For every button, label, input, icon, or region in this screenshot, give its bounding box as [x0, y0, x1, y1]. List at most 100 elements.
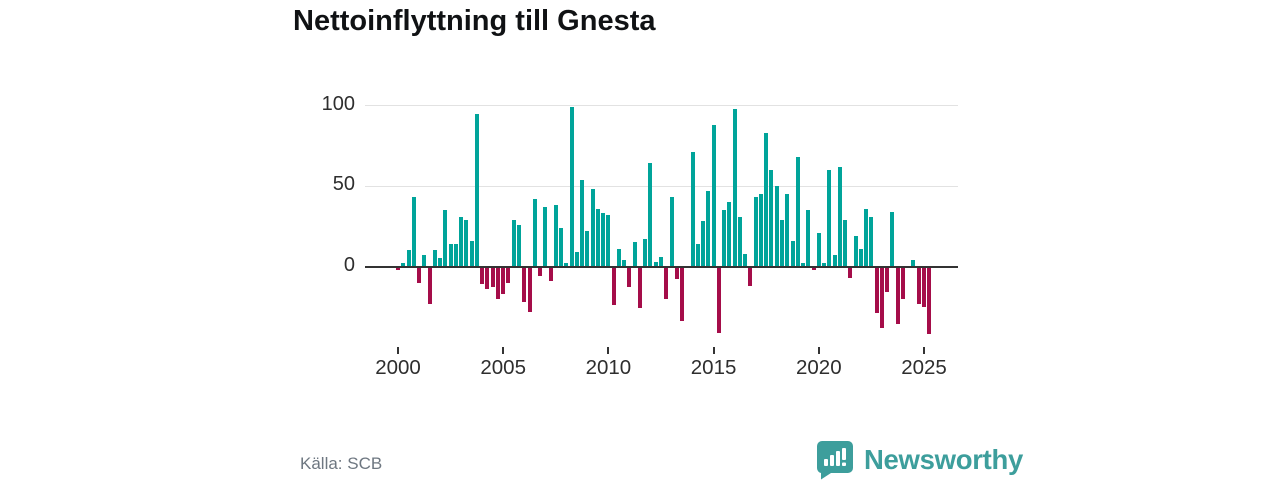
bar-chart-plot-area: 0 50 100 2000 2005 2010 2015 2020 2025 — [322, 93, 958, 379]
bar-quarter-2006q1 — [522, 266, 527, 302]
bar-quarter-2004q1 — [480, 266, 485, 285]
bar-quarter-2017q1 — [753, 197, 758, 267]
bar-quarter-2017q2 — [758, 194, 763, 267]
bar-quarter-2014q2 — [695, 243, 700, 267]
bar-quarter-2005q1 — [501, 266, 506, 294]
bar-quarter-2000q1 — [396, 266, 400, 270]
bar-quarter-2002q3 — [448, 243, 453, 267]
bar-quarter-2003q2 — [464, 219, 469, 267]
chart-title: Nettoinflyttning till Gnesta — [293, 5, 656, 37]
bar-quarter-2013q1 — [669, 197, 674, 267]
y-axis-label-0: 0 — [343, 253, 355, 276]
x-axis-tick-2015 — [712, 347, 715, 354]
x-axis-tick-2010 — [607, 347, 610, 354]
gridline-y-50 — [365, 185, 958, 187]
bar-quarter-2005q2 — [506, 266, 511, 283]
bar-quarter-2009q4 — [601, 213, 606, 267]
bar-quarter-2014q4 — [706, 190, 711, 267]
bar-quarter-2010q4 — [622, 260, 627, 267]
bar-quarter-2000q2 — [401, 263, 406, 267]
bar-quarter-2012q3 — [659, 256, 663, 267]
bar-quarter-2015q1 — [711, 124, 716, 267]
bar-quarter-2011q3 — [637, 266, 642, 309]
bar-quarter-2021q3 — [848, 266, 853, 278]
bar-quarter-2024q4 — [916, 266, 921, 304]
bar-quarter-2004q4 — [495, 266, 500, 299]
bar-quarter-2009q3 — [595, 208, 600, 267]
bar-quarter-2004q2 — [485, 266, 490, 290]
x-axis-label-2025: 2025 — [901, 356, 947, 379]
bar-quarter-2006q2 — [527, 266, 532, 312]
bar-quarter-2017q4 — [769, 169, 774, 267]
source-label: Källa: SCB — [300, 454, 383, 473]
bar-quarter-2018q1 — [774, 186, 779, 267]
bar-quarter-2019q3 — [806, 210, 811, 267]
x-axis-label-2020: 2020 — [795, 356, 842, 379]
bar-quarter-2004q3 — [490, 266, 495, 288]
bar-quarter-2008q2 — [569, 107, 574, 267]
bar-quarter-2016q1 — [732, 108, 737, 267]
bar-quarter-2023q2 — [885, 266, 890, 293]
bar-quarter-2010q2 — [611, 266, 616, 306]
bar-quarter-2018q2 — [779, 219, 784, 267]
newsworthy-logo-icon — [813, 438, 855, 480]
bar-quarter-2012q4 — [664, 266, 669, 299]
x-axis-label-2010: 2010 — [585, 356, 632, 379]
bar-quarter-2015q3 — [722, 210, 727, 267]
bar-quarter-2002q2 — [443, 210, 448, 267]
bar-quarter-2020q4 — [832, 255, 837, 267]
bar-quarter-2010q3 — [616, 248, 621, 267]
bar-quarter-2013q2 — [674, 266, 679, 280]
newsworthy-brand: Newsworthy — [813, 438, 1023, 480]
bar-quarter-2014q3 — [701, 221, 706, 267]
x-axis-label-2005: 2005 — [480, 356, 526, 379]
bar-quarter-2023q3 — [890, 211, 895, 267]
bar-quarter-2008q1 — [564, 263, 569, 267]
bar-quarter-2017q3 — [764, 132, 769, 267]
bar-quarter-2014q1 — [690, 152, 695, 267]
bar-quarter-2016q2 — [737, 216, 742, 267]
bar-quarter-2007q2 — [548, 266, 553, 281]
bar-quarter-2010q1 — [606, 214, 611, 267]
bar-quarter-2023q1 — [879, 266, 884, 328]
bar-quarter-2008q3 — [574, 252, 579, 267]
gridline-y-100 — [365, 105, 958, 106]
bar-quarter-2020q3 — [827, 169, 832, 267]
bar-quarter-2005q3 — [511, 219, 516, 267]
bar-quarter-2018q4 — [790, 240, 795, 267]
bar-quarter-2006q4 — [538, 266, 543, 277]
x-axis-tick-2005 — [502, 347, 505, 354]
x-axis-tick-2025 — [923, 347, 925, 354]
bar-quarter-2011q1 — [627, 266, 632, 288]
bar-quarter-2021q4 — [853, 235, 858, 267]
bar-quarter-2011q4 — [643, 239, 648, 267]
bar-quarter-2011q2 — [632, 242, 637, 267]
bar-quarter-2024q1 — [900, 266, 905, 299]
bar-quarter-2009q2 — [590, 189, 595, 267]
bar-quarter-2002q1 — [438, 258, 443, 267]
bar-quarter-2001q4 — [432, 250, 437, 267]
bar-quarter-2007q1 — [543, 206, 548, 267]
bar-quarter-2007q3 — [553, 205, 558, 267]
bar-quarter-2021q2 — [843, 219, 848, 267]
bar-quarter-2020q1 — [816, 232, 821, 267]
bar-quarter-2008q4 — [580, 179, 585, 267]
bar-quarter-2022q3 — [869, 216, 874, 267]
bar-quarter-2012q2 — [653, 261, 658, 267]
bar-quarter-2016q4 — [748, 266, 753, 286]
bar-quarter-2018q3 — [785, 194, 790, 267]
bar-quarter-2002q4 — [453, 243, 458, 267]
bar-quarter-2013q3 — [680, 266, 685, 322]
x-axis-tick-2000 — [397, 347, 399, 354]
bar-quarter-2015q4 — [727, 202, 732, 267]
x-axis-label-2000: 2000 — [375, 356, 421, 379]
bar-quarter-2019q2 — [801, 263, 806, 267]
bar-quarter-2022q1 — [858, 248, 863, 267]
bar-quarter-2025q1 — [922, 266, 926, 307]
bar-quarter-2016q3 — [743, 253, 748, 267]
bar-quarter-2024q3 — [911, 260, 916, 267]
bar-quarter-2001q1 — [417, 266, 422, 283]
y-axis-label-50: 50 — [332, 173, 355, 195]
bar-quarter-2005q4 — [516, 224, 521, 267]
